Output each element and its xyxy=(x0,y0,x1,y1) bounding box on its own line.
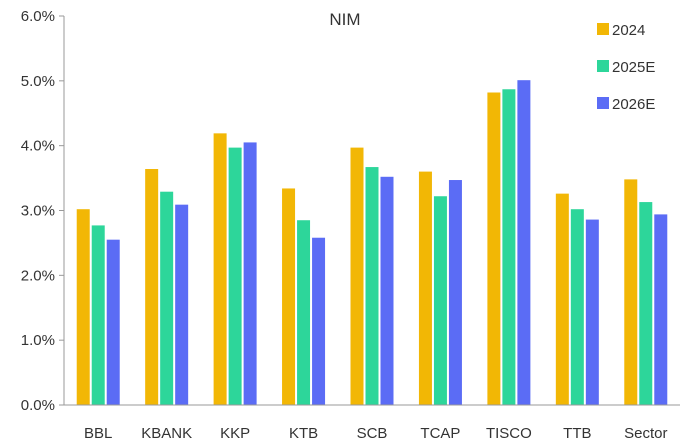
x-axis: BBL KBANK KKP KTB SCB TCAP TISCO TTB Sector xyxy=(64,404,680,442)
x-tick-label: KTB xyxy=(289,425,318,442)
y-tick-label: 6.0% xyxy=(21,8,55,25)
y-axis: 0.0% 1.0% 2.0% 3.0% 4.0% 5.0% 6.0% xyxy=(21,8,65,414)
bar-kkp-2025e xyxy=(228,147,242,405)
bar-sector-2024 xyxy=(624,179,638,405)
bar-kbank-2026e xyxy=(175,204,189,405)
bar-scb-2024 xyxy=(350,147,364,405)
bar-ktb-2024 xyxy=(282,188,296,405)
bar-tcap-2024 xyxy=(418,171,432,405)
x-tick-label: BBL xyxy=(84,425,112,442)
legend-label: 2026E xyxy=(612,96,655,113)
bar-scb-2025e xyxy=(365,167,379,405)
bar-tisco-2026e xyxy=(517,80,531,405)
bar-sector-2025e xyxy=(639,202,653,405)
legend: 2024 2025E 2026E xyxy=(597,22,655,113)
bar-bbl-2026e xyxy=(106,239,120,405)
bar-kkp-2026e xyxy=(243,142,257,406)
bar-tisco-2024 xyxy=(487,92,501,406)
bar-bbl-2024 xyxy=(76,209,90,405)
legend-swatch-2024 xyxy=(597,23,609,35)
bar-sector-2026e xyxy=(654,214,668,405)
x-tick-label: Sector xyxy=(624,425,667,442)
legend-label: 2025E xyxy=(612,59,655,76)
bars-group xyxy=(76,80,668,406)
bar-ttb-2024 xyxy=(555,193,569,405)
legend-swatch-2026e xyxy=(597,97,609,109)
x-tick-label: KBANK xyxy=(141,425,192,442)
bar-scb-2026e xyxy=(380,176,394,405)
x-tick-label: KKP xyxy=(220,425,250,442)
x-tick-label: TTB xyxy=(563,425,591,442)
bar-ktb-2025e xyxy=(297,220,311,405)
bar-ttb-2025e xyxy=(570,209,584,405)
bar-tcap-2025e xyxy=(433,196,447,405)
bar-ttb-2026e xyxy=(585,219,599,405)
bar-kkp-2024 xyxy=(213,133,227,405)
x-tick-label: SCB xyxy=(357,425,388,442)
bar-tisco-2025e xyxy=(502,89,516,406)
bar-kbank-2024 xyxy=(145,169,159,405)
chart-title: NIM xyxy=(329,10,360,29)
legend-swatch-2025e xyxy=(597,60,609,72)
y-tick-label: 4.0% xyxy=(21,138,55,155)
y-tick-label: 5.0% xyxy=(21,73,55,90)
bar-tcap-2026e xyxy=(448,180,462,405)
bar-bbl-2025e xyxy=(91,225,105,405)
y-tick-label: 3.0% xyxy=(21,203,55,220)
bar-kbank-2025e xyxy=(160,191,174,405)
y-tick-label: 1.0% xyxy=(21,332,55,349)
x-tick-label: TCAP xyxy=(420,425,460,442)
y-tick-label: 0.0% xyxy=(21,397,55,414)
legend-label: 2024 xyxy=(612,22,645,39)
bar-ktb-2026e xyxy=(312,237,326,405)
y-tick-label: 2.0% xyxy=(21,267,55,284)
x-tick-label: TISCO xyxy=(486,425,532,442)
